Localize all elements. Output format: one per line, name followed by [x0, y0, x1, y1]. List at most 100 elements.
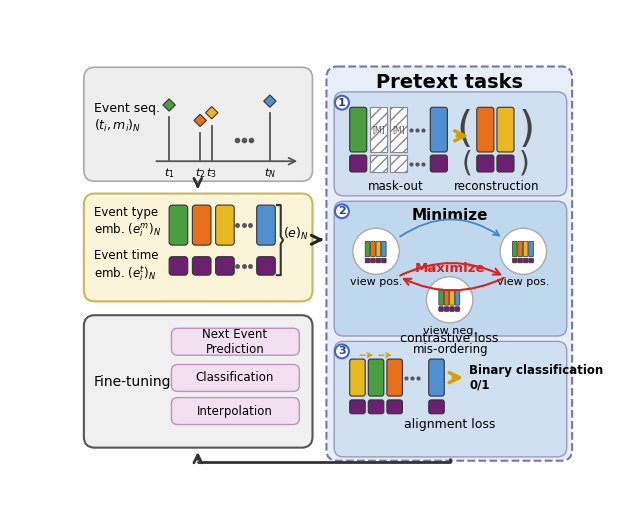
Polygon shape: [205, 106, 218, 119]
FancyBboxPatch shape: [430, 155, 447, 172]
FancyBboxPatch shape: [216, 257, 234, 275]
FancyBboxPatch shape: [387, 400, 403, 414]
FancyBboxPatch shape: [368, 359, 384, 396]
Text: Minimize: Minimize: [412, 208, 488, 222]
FancyBboxPatch shape: [169, 205, 188, 245]
Text: $t_3$: $t_3$: [207, 167, 217, 181]
FancyBboxPatch shape: [349, 155, 367, 172]
Circle shape: [500, 228, 547, 275]
Text: reconstruction: reconstruction: [454, 180, 540, 193]
FancyBboxPatch shape: [349, 359, 365, 396]
Text: $t_1$: $t_1$: [164, 167, 175, 181]
Text: 2: 2: [338, 206, 346, 216]
FancyBboxPatch shape: [497, 155, 514, 172]
Text: $t_N$: $t_N$: [264, 167, 276, 181]
Circle shape: [335, 204, 349, 218]
Circle shape: [353, 228, 399, 275]
FancyBboxPatch shape: [376, 258, 381, 263]
FancyBboxPatch shape: [368, 400, 384, 414]
FancyBboxPatch shape: [455, 290, 460, 305]
FancyBboxPatch shape: [444, 290, 449, 305]
FancyBboxPatch shape: [450, 290, 454, 305]
FancyBboxPatch shape: [365, 241, 370, 257]
FancyBboxPatch shape: [513, 241, 517, 257]
FancyBboxPatch shape: [376, 241, 381, 257]
Text: mask-out: mask-out: [369, 180, 424, 193]
Text: Fine-tuning: Fine-tuning: [94, 375, 172, 389]
Text: (: (: [456, 109, 472, 151]
FancyBboxPatch shape: [371, 258, 375, 263]
Circle shape: [335, 345, 349, 358]
FancyBboxPatch shape: [334, 92, 566, 196]
Bar: [370, 155, 387, 172]
FancyBboxPatch shape: [477, 155, 494, 172]
Bar: [390, 155, 407, 172]
Text: Classification: Classification: [196, 372, 274, 385]
FancyBboxPatch shape: [326, 66, 572, 461]
FancyBboxPatch shape: [450, 307, 454, 311]
Bar: [370, 108, 387, 152]
Text: Pretext tasks: Pretext tasks: [376, 73, 523, 92]
FancyBboxPatch shape: [334, 201, 566, 336]
FancyBboxPatch shape: [84, 194, 312, 301]
Text: 3: 3: [338, 347, 346, 357]
Text: (: (: [461, 149, 472, 177]
FancyBboxPatch shape: [513, 258, 517, 263]
FancyBboxPatch shape: [430, 108, 447, 152]
Text: Next Event
Prediction: Next Event Prediction: [202, 328, 268, 356]
Text: view pos.: view pos.: [497, 278, 550, 288]
Text: 1: 1: [338, 98, 346, 108]
Text: $(e)_N$: $(e)_N$: [283, 226, 309, 242]
FancyBboxPatch shape: [429, 359, 444, 396]
FancyBboxPatch shape: [172, 364, 300, 392]
Text: Event time
emb. $(e_i^t)_N$: Event time emb. $(e_i^t)_N$: [94, 249, 159, 284]
FancyBboxPatch shape: [444, 307, 449, 311]
Text: Interpolation: Interpolation: [197, 405, 273, 418]
FancyBboxPatch shape: [524, 258, 528, 263]
FancyBboxPatch shape: [518, 241, 522, 257]
FancyBboxPatch shape: [429, 400, 444, 414]
FancyBboxPatch shape: [349, 400, 365, 414]
FancyBboxPatch shape: [455, 307, 460, 311]
Circle shape: [335, 96, 349, 110]
Circle shape: [426, 277, 473, 323]
Text: [M]: [M]: [372, 125, 385, 134]
Text: Maximize: Maximize: [415, 263, 485, 276]
FancyBboxPatch shape: [193, 257, 211, 275]
Text: Event type
emb. $(e_i^m)_N$: Event type emb. $(e_i^m)_N$: [94, 206, 161, 239]
FancyBboxPatch shape: [477, 108, 494, 152]
FancyBboxPatch shape: [172, 398, 300, 424]
Text: mis-ordering: mis-ordering: [413, 342, 489, 355]
FancyBboxPatch shape: [524, 241, 528, 257]
FancyBboxPatch shape: [334, 341, 566, 457]
FancyBboxPatch shape: [371, 241, 375, 257]
Text: view pos.: view pos.: [350, 278, 402, 288]
Text: ): ): [518, 109, 535, 151]
FancyBboxPatch shape: [381, 258, 386, 263]
FancyBboxPatch shape: [529, 258, 533, 263]
Text: [M]: [M]: [392, 125, 405, 134]
FancyBboxPatch shape: [439, 290, 444, 305]
FancyBboxPatch shape: [84, 315, 312, 448]
Text: contrastive loss: contrastive loss: [401, 332, 499, 345]
Polygon shape: [194, 114, 206, 126]
FancyBboxPatch shape: [84, 67, 312, 181]
Bar: [390, 108, 407, 152]
Text: alignment loss: alignment loss: [404, 418, 495, 431]
FancyBboxPatch shape: [518, 258, 522, 263]
FancyBboxPatch shape: [529, 241, 533, 257]
Polygon shape: [264, 95, 276, 108]
FancyBboxPatch shape: [193, 205, 211, 245]
Text: view neg.: view neg.: [422, 326, 477, 336]
FancyBboxPatch shape: [216, 205, 234, 245]
FancyBboxPatch shape: [439, 307, 444, 311]
FancyBboxPatch shape: [172, 328, 300, 355]
Text: $t_2$: $t_2$: [195, 167, 205, 181]
FancyBboxPatch shape: [169, 257, 188, 275]
Text: Event seq.
$(t_i, m_i)_N$: Event seq. $(t_i, m_i)_N$: [94, 102, 160, 134]
FancyBboxPatch shape: [381, 241, 386, 257]
FancyBboxPatch shape: [257, 205, 275, 245]
Text: Binary classification
0/1: Binary classification 0/1: [469, 363, 604, 392]
FancyBboxPatch shape: [497, 108, 514, 152]
FancyBboxPatch shape: [365, 258, 370, 263]
